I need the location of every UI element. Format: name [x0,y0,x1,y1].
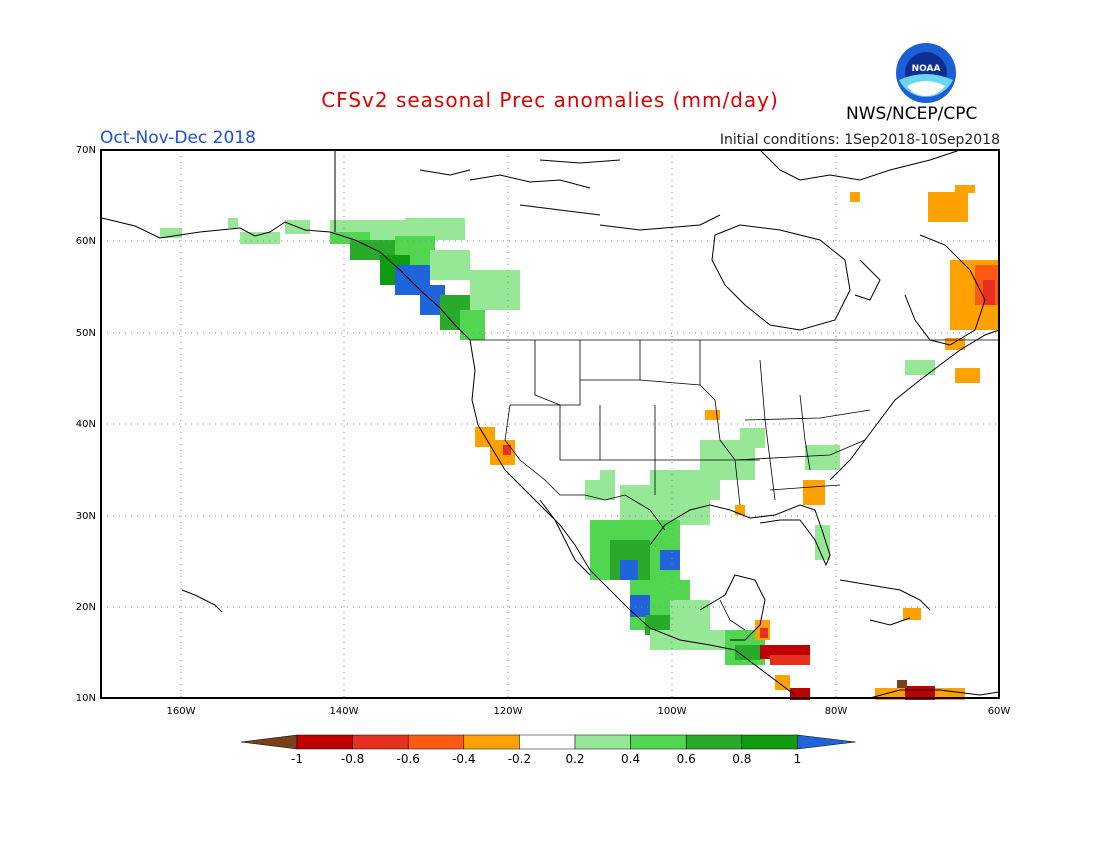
colorbar-label: -0.8 [341,752,364,766]
lat-label: 10N [76,693,96,704]
colorbar-label: 0.6 [677,752,696,766]
colorbar-label: -0.4 [452,752,475,766]
season-label: Oct-Nov-Dec 2018 [100,128,256,148]
lat-label: 20N [76,602,96,613]
colorbar-swatch [463,734,520,750]
lat-label: 70N [76,145,96,156]
map-frame [100,149,1000,699]
lon-label: 160W [167,706,196,717]
colorbar-label: -0.6 [396,752,419,766]
colorbar-swatch [685,734,743,750]
lon-label: 80W [825,706,848,717]
colorbar-swatch [741,734,798,750]
colorbar-swatch [296,734,353,750]
lat-label: 40N [76,419,96,430]
initial-conditions: Initial conditions: 1Sep2018-10Sep2018 [719,132,1000,148]
colorbar-arrow-left [240,734,298,750]
colorbar-swatch [407,734,465,750]
colorbar-swatch [519,734,576,750]
chart-title: CFSv2 seasonal Prec anomalies (mm/day) [321,88,779,112]
lat-label: 50N [76,328,96,339]
colorbar-label: 1 [794,752,802,766]
political-borders [504,340,871,631]
latitude-labels: 70N 60N 50N 40N 30N 20N 10N [76,145,96,704]
lon-label: 100W [658,706,687,717]
colorbar-arrow-right [797,734,856,750]
lon-label: 140W [330,706,359,717]
lat-label: 30N [76,511,96,522]
colorbar-label: -1 [291,752,303,766]
colorbar-swatch [630,734,687,750]
colorbar: -1 -0.8 -0.6 -0.4 -0.2 0.2 0.4 0.6 0.8 1 [240,734,856,766]
colorbar-swatch [352,734,409,750]
colorbar-label: 0.2 [565,752,584,766]
noaa-logo: NOAA [896,43,956,103]
colorbar-label: 0.8 [732,752,751,766]
colorbar-label: -0.2 [508,752,531,766]
svg-text:NOAA: NOAA [912,64,941,74]
map-gridlines [101,150,999,698]
anomaly-shading [160,185,1000,700]
lat-label: 60N [76,236,96,247]
lon-label: 120W [494,706,523,717]
colorbar-swatch [574,734,631,750]
colorbar-label: 0.4 [621,752,640,766]
agency-label: NWS/NCEP/CPC [846,104,978,124]
lon-label: 60W [988,706,1011,717]
longitude-labels: 160W 140W 120W 100W 80W 60W [167,706,1011,717]
coastlines [101,149,1000,699]
